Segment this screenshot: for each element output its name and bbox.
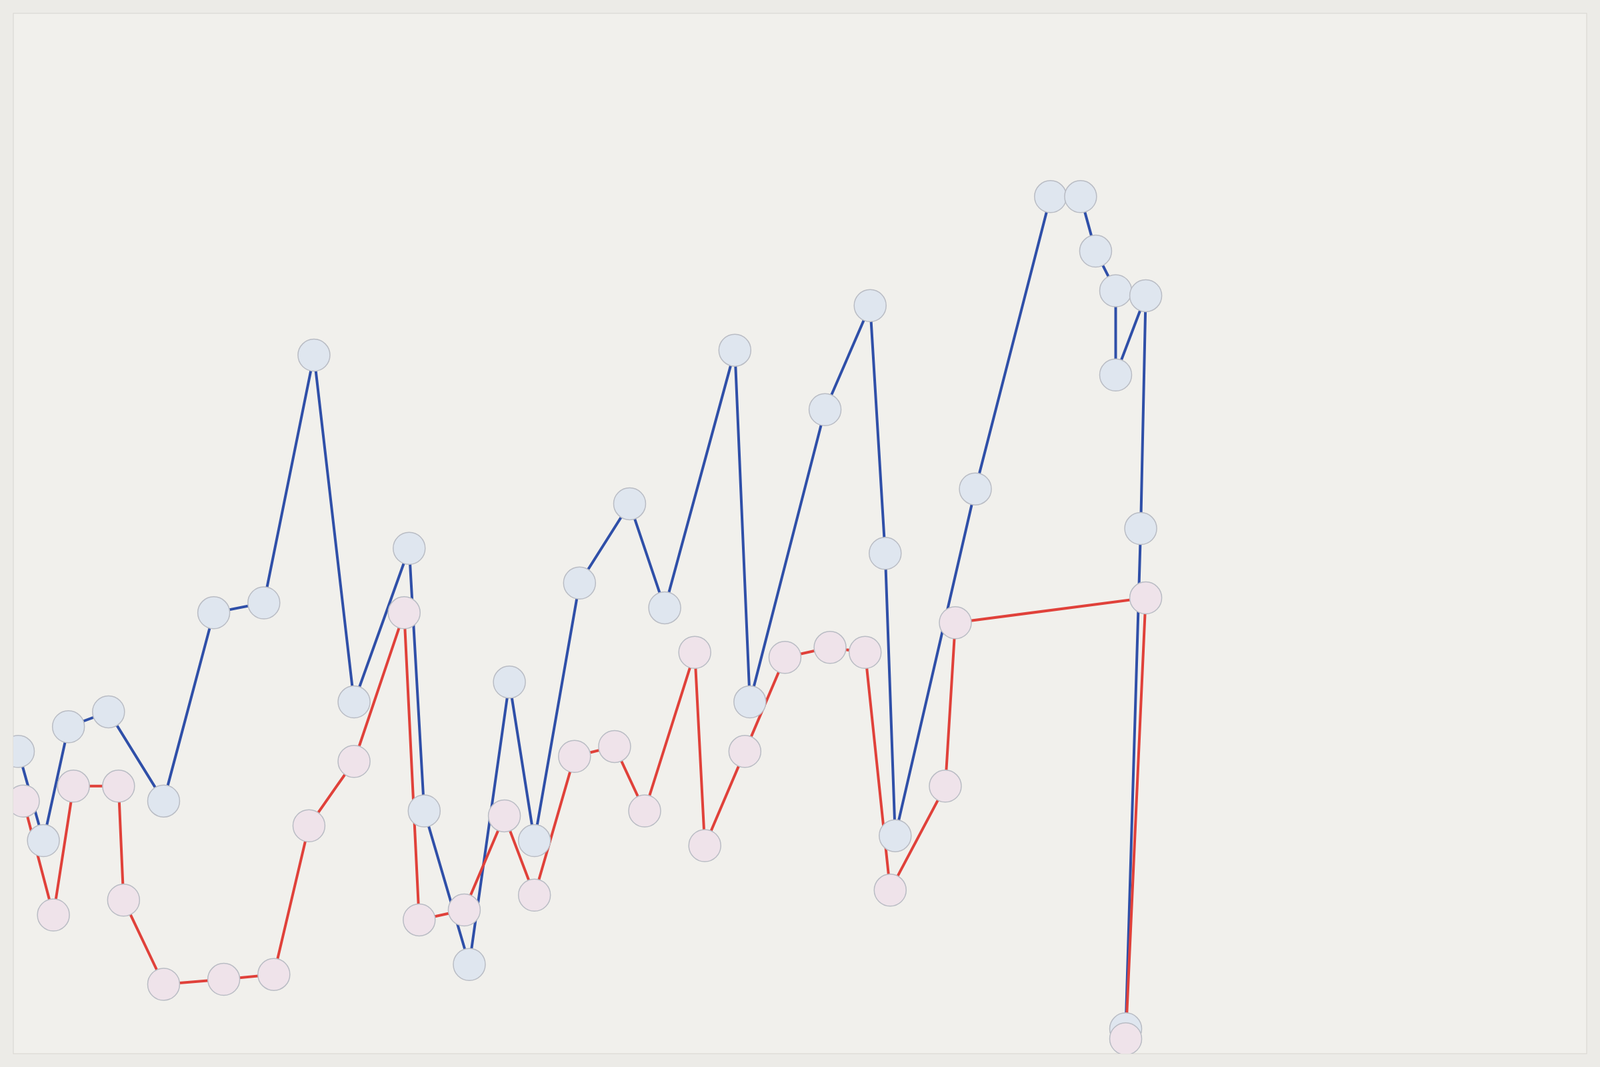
pin-marker (869, 537, 902, 570)
pin-marker (768, 641, 801, 674)
chart (0, 0, 1600, 1067)
series-markers (13, 582, 1162, 1054)
pin-marker (1034, 180, 1067, 213)
pin-marker (408, 794, 440, 827)
pin-marker (298, 339, 330, 372)
pin-marker (959, 472, 992, 505)
pin-marker (338, 745, 370, 778)
pin-marker (453, 948, 486, 980)
pin-marker (849, 636, 882, 668)
pin-marker (518, 878, 551, 911)
pin-marker (338, 686, 370, 718)
pin-marker (1064, 180, 1097, 213)
pin-marker (628, 794, 661, 827)
pin-marker (558, 740, 591, 772)
pin-marker (448, 894, 480, 926)
pin-marker (613, 487, 646, 520)
pin-marker (879, 819, 912, 852)
pin-marker (678, 636, 711, 668)
pin-marker (107, 884, 140, 916)
pin-marker (92, 695, 125, 728)
pin-marker (208, 963, 240, 996)
pin-marker (102, 770, 135, 802)
pin-marker (734, 686, 766, 718)
pin-marker (27, 824, 60, 857)
pin-marker (52, 710, 85, 743)
pin-marker (488, 799, 521, 832)
pin-marker (493, 666, 526, 698)
pin-marker (598, 730, 631, 762)
pin-marker (198, 596, 230, 629)
pin-marker (1110, 1022, 1142, 1054)
pin-marker (518, 824, 551, 857)
pin-marker (1100, 274, 1132, 307)
pin-marker (248, 586, 280, 619)
pin-marker (57, 770, 90, 802)
pin-marker (563, 566, 596, 599)
pin-marker (939, 606, 972, 639)
pin-marker (648, 591, 681, 624)
pin-marker (147, 968, 180, 1000)
pin-marker (688, 829, 721, 862)
pin-marker (147, 784, 180, 817)
pin-marker (388, 596, 420, 629)
pin-marker (1124, 512, 1157, 545)
pin-marker (1100, 358, 1132, 391)
pin-marker (13, 735, 35, 768)
pin-marker (1130, 582, 1162, 614)
pin-marker (403, 903, 436, 936)
pin-marker (1079, 235, 1112, 268)
pin-marker (258, 958, 290, 990)
pin-marker (1130, 279, 1162, 312)
pin-marker (37, 898, 70, 931)
pin-marker (854, 289, 886, 322)
series-line (18, 196, 1146, 1029)
pin-marker (728, 735, 761, 768)
plot-area (2, 13, 1587, 1055)
pin-marker (13, 784, 40, 817)
pin-marker (874, 874, 906, 906)
series-markers (13, 180, 1162, 1045)
pin-marker (718, 334, 751, 366)
pin-marker (809, 393, 842, 426)
pin-marker (929, 770, 962, 802)
pin-marker (393, 532, 426, 564)
plot-frame (13, 13, 1587, 1054)
marks (13, 180, 1162, 1054)
pin-marker (292, 809, 325, 842)
pin-marker (814, 631, 846, 664)
series-line (23, 598, 1146, 1039)
